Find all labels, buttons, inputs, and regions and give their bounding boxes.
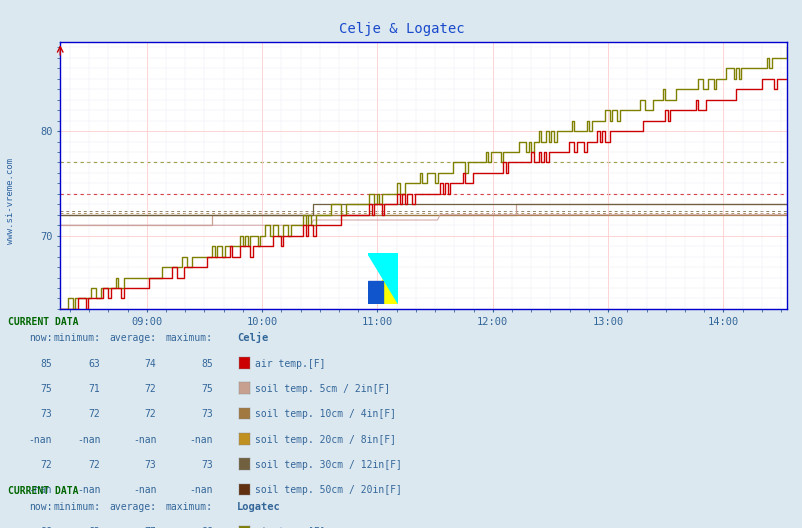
Polygon shape — [367, 253, 398, 304]
Text: minimum:: minimum: — [53, 333, 100, 343]
Text: www.si-vreme.com: www.si-vreme.com — [6, 158, 15, 243]
Text: 63: 63 — [88, 359, 100, 369]
Text: soil temp. 50cm / 20in[F]: soil temp. 50cm / 20in[F] — [255, 485, 402, 495]
Polygon shape — [367, 281, 383, 304]
Text: 85: 85 — [40, 359, 52, 369]
Text: CURRENT DATA: CURRENT DATA — [8, 317, 79, 327]
Text: -nan: -nan — [133, 485, 156, 495]
Text: -nan: -nan — [29, 435, 52, 445]
Text: soil temp. 20cm / 8in[F]: soil temp. 20cm / 8in[F] — [255, 435, 396, 445]
Text: -nan: -nan — [77, 435, 100, 445]
Text: now:: now: — [29, 502, 52, 512]
Text: 73: 73 — [144, 460, 156, 470]
Text: 75: 75 — [200, 384, 213, 394]
Text: 74: 74 — [144, 359, 156, 369]
Text: maximum:: maximum: — [165, 502, 213, 512]
Text: 72: 72 — [144, 409, 156, 419]
Text: soil temp. 30cm / 12in[F]: soil temp. 30cm / 12in[F] — [255, 460, 402, 470]
Text: -nan: -nan — [189, 485, 213, 495]
Text: minimum:: minimum: — [53, 502, 100, 512]
Text: 72: 72 — [40, 460, 52, 470]
Text: Celje: Celje — [237, 332, 268, 343]
Text: 72: 72 — [144, 384, 156, 394]
Text: 73: 73 — [200, 460, 213, 470]
Text: soil temp. 10cm / 4in[F]: soil temp. 10cm / 4in[F] — [255, 409, 396, 419]
Text: -nan: -nan — [77, 485, 100, 495]
Text: 72: 72 — [88, 409, 100, 419]
Text: -nan: -nan — [133, 435, 156, 445]
Text: -nan: -nan — [29, 485, 52, 495]
Text: 71: 71 — [88, 384, 100, 394]
Text: now:: now: — [29, 333, 52, 343]
Text: CURRENT DATA: CURRENT DATA — [8, 486, 79, 496]
Text: air temp.[F]: air temp.[F] — [255, 359, 326, 369]
Text: average:: average: — [109, 333, 156, 343]
Text: Logatec: Logatec — [237, 502, 280, 512]
Text: maximum:: maximum: — [165, 333, 213, 343]
Polygon shape — [367, 253, 398, 304]
Text: -nan: -nan — [189, 435, 213, 445]
Text: average:: average: — [109, 502, 156, 512]
Text: Celje & Logatec: Celje & Logatec — [338, 22, 464, 36]
Text: 73: 73 — [40, 409, 52, 419]
Text: 72: 72 — [88, 460, 100, 470]
Text: 75: 75 — [40, 384, 52, 394]
Text: 85: 85 — [200, 359, 213, 369]
Text: soil temp. 5cm / 2in[F]: soil temp. 5cm / 2in[F] — [255, 384, 390, 394]
Text: 73: 73 — [200, 409, 213, 419]
